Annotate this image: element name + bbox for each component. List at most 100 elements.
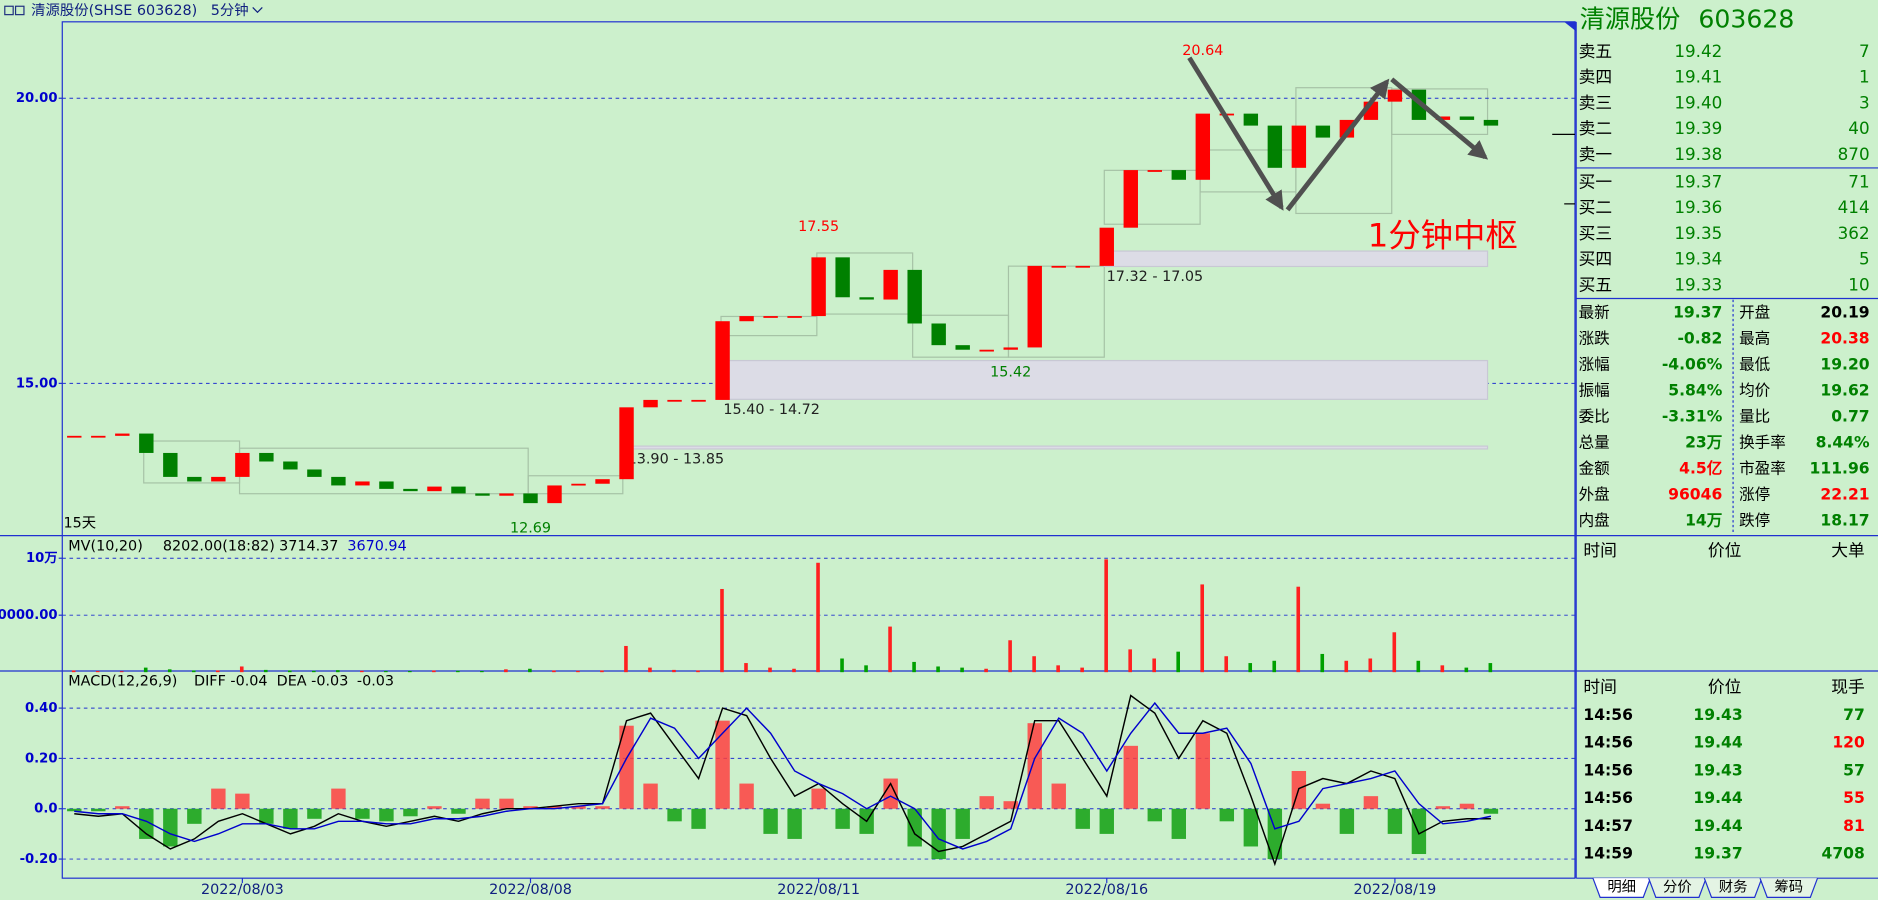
macd-bar <box>115 806 130 809</box>
candle <box>451 486 466 494</box>
candle <box>739 316 754 322</box>
macd-bar <box>1483 808 1499 814</box>
pivot-zone <box>624 445 1489 450</box>
quote-text: 120 <box>1832 734 1865 752</box>
volume-bar <box>336 670 340 673</box>
volume-bar <box>384 671 388 673</box>
candle <box>571 483 586 486</box>
x-tick-label: 2022/08/16 <box>1065 882 1148 898</box>
volume-bar <box>480 671 484 673</box>
candle <box>475 493 490 496</box>
volume-bar <box>1464 667 1469 673</box>
candle <box>979 349 994 352</box>
macd-bar <box>379 808 394 822</box>
tab-label[interactable]: 明细 <box>1607 879 1636 896</box>
tab-label[interactable]: 分价 <box>1663 879 1692 896</box>
quote-text: 19.37 <box>1693 845 1742 863</box>
quote-text: 19.42 <box>1674 41 1722 61</box>
macd-bar <box>211 788 226 809</box>
period-selector[interactable]: 5分钟 <box>211 2 249 19</box>
macd-bar <box>547 806 562 809</box>
quote-text: 19.43 <box>1693 706 1742 724</box>
tab-label[interactable]: 财务 <box>1719 879 1748 896</box>
extreme-label: 17.55 <box>798 219 839 235</box>
quote-text: 5 <box>1859 249 1870 269</box>
candle <box>1243 113 1259 126</box>
tab[interactable] <box>1648 877 1707 898</box>
volume-bar <box>1104 559 1108 673</box>
quote-text: 最新 <box>1579 303 1610 321</box>
volume-bar <box>167 669 172 673</box>
macd-bar <box>715 720 730 809</box>
macd-bar <box>955 808 970 839</box>
quote-text: 19.35 <box>1674 223 1722 243</box>
volume-bar <box>1128 649 1132 673</box>
volume-bar <box>143 667 148 673</box>
volume-bar <box>263 669 268 673</box>
candle <box>211 476 226 482</box>
macd-bar <box>643 783 658 809</box>
candle <box>763 316 778 318</box>
quote-text: 内盘 <box>1579 510 1610 529</box>
tab[interactable] <box>1592 877 1651 898</box>
tab[interactable] <box>1759 877 1819 898</box>
candle <box>1027 265 1042 348</box>
candle <box>91 435 106 438</box>
quote-text: 振幅 <box>1579 381 1610 399</box>
candle <box>1315 125 1331 138</box>
x-tick-label: 2022/08/08 <box>489 882 572 898</box>
y-tick-label: 15.00 <box>16 376 58 391</box>
quote-text: 19.39 <box>1674 118 1722 138</box>
candle <box>427 486 442 492</box>
macd-bar <box>691 808 706 829</box>
quote-text: 20.38 <box>1820 329 1869 347</box>
quote-text: 8.44% <box>1816 433 1870 451</box>
quote-text: 外盘 <box>1579 484 1610 503</box>
y-tick-label: 20.00 <box>16 91 58 106</box>
indicator-legend: -0.03 <box>357 674 394 690</box>
quote-text: 40 <box>1848 118 1869 138</box>
quote-text: 卖四 <box>1579 67 1613 87</box>
candle <box>379 481 394 489</box>
volume-bar <box>888 626 892 673</box>
macd-bar <box>355 808 370 819</box>
quote-text: 7 <box>1859 41 1870 61</box>
macd-bar <box>931 808 946 860</box>
macd-bar <box>187 808 202 824</box>
quote-text: 均价 <box>1739 381 1771 399</box>
quote-text: 77 <box>1843 706 1865 724</box>
y-tick-label: 0.20 <box>25 751 57 766</box>
quote-text: 0.77 <box>1831 407 1869 425</box>
quote-text: 19.33 <box>1674 274 1722 294</box>
candle <box>67 435 82 438</box>
candle <box>955 345 970 350</box>
candle <box>235 452 250 477</box>
dropdown-chevron[interactable] <box>252 7 263 14</box>
candle <box>787 316 802 318</box>
volume-bar <box>71 670 76 673</box>
candle <box>523 493 538 504</box>
quote-text: 10 <box>1848 274 1869 294</box>
macd-bar <box>1411 808 1427 855</box>
volume-bar <box>1224 656 1229 673</box>
y-tick-label: 0.0 <box>34 802 57 817</box>
quote-text: 价位 <box>1708 540 1742 560</box>
y-tick-label: -0.20 <box>20 852 58 867</box>
quote-text: 涨停 <box>1739 485 1770 503</box>
quote-text: 57 <box>1843 761 1865 779</box>
quote-text: 19.41 <box>1674 67 1722 87</box>
volume-bar <box>1080 667 1084 673</box>
y-tick-label: 50000.00 <box>0 608 57 623</box>
indicator-legend: 8202.00(18:82) <box>163 538 275 554</box>
plot: 20.00 15.00 10万 50000.00 0.40 0.20 0.0 -0.20 202… <box>0 43 1575 898</box>
macd-bar <box>1075 808 1090 829</box>
volume-bar <box>1008 640 1012 673</box>
indicator-legend: MV(10,20) <box>68 538 143 554</box>
volume-bar <box>432 670 436 673</box>
macd-bar <box>835 808 850 829</box>
quote-text: 买三 <box>1579 223 1613 243</box>
tab-label[interactable]: 筹码 <box>1774 879 1803 896</box>
candle <box>1483 119 1499 126</box>
volume-bar <box>215 670 220 673</box>
tab[interactable] <box>1703 877 1763 898</box>
